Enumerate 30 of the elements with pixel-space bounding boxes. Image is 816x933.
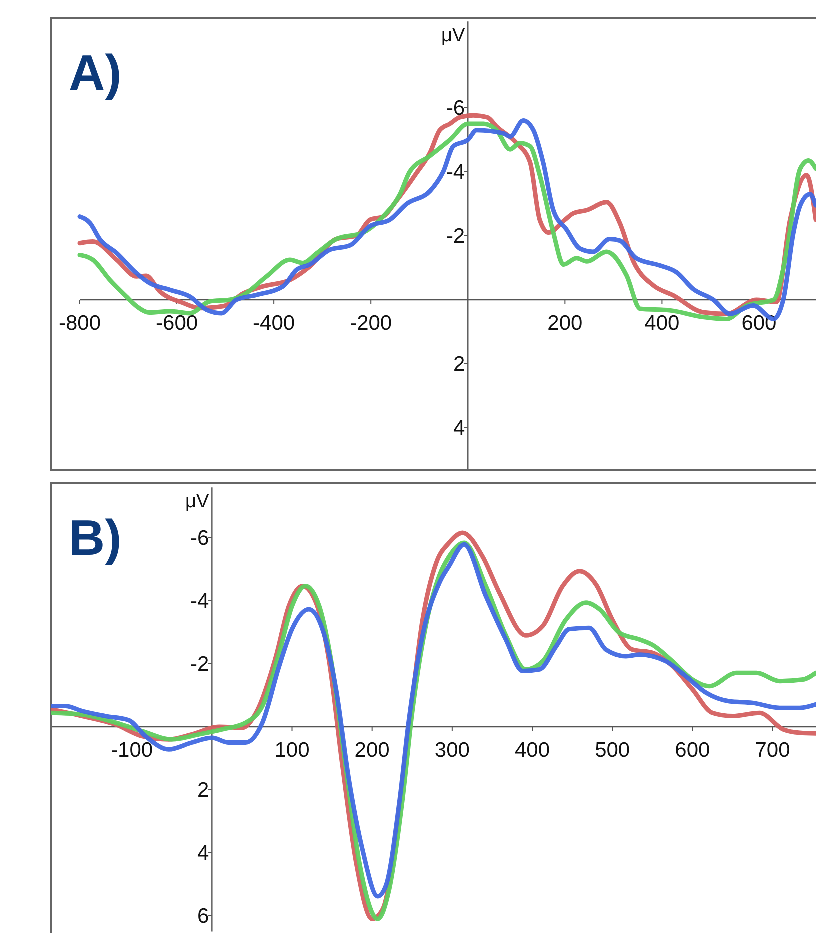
x-tick-label: 100: [274, 739, 310, 762]
x-tick-label: -200: [350, 312, 392, 335]
y-tick-label: -6: [190, 527, 210, 550]
y-tick-label: -4: [190, 590, 210, 613]
text: B): [69, 510, 122, 566]
x-tick-label: 300: [434, 739, 470, 762]
y-axis-title: μV: [442, 26, 466, 47]
x-tick-label: 400: [514, 739, 550, 762]
y-tick-label: -2: [446, 225, 466, 248]
x-tick-label: 200: [354, 739, 390, 762]
x-tick-label: -600: [156, 312, 198, 335]
x-tick-label: -100: [111, 739, 154, 762]
x-tick-label: 600: [742, 312, 777, 335]
y-tick-label: -4: [446, 161, 466, 184]
x-tick-label: -800: [58, 312, 102, 335]
x-tick-label: -400: [253, 312, 296, 335]
text: A): [69, 45, 122, 101]
x-tick-label: 200: [548, 312, 583, 335]
y-tick-label: 2: [453, 353, 466, 376]
y-axis-title: μV: [186, 492, 210, 513]
y-tick-label: 4: [453, 417, 466, 440]
y-tick-label: -6: [446, 97, 466, 120]
y-tick-label: -2: [190, 653, 210, 676]
y-tick-label: 4: [197, 842, 210, 865]
y-tick-label: 6: [197, 905, 210, 928]
x-tick-label: 600: [675, 739, 710, 762]
x-tick-label: 500: [595, 739, 630, 762]
y-tick-label: 2: [197, 779, 210, 802]
x-tick-label: 700: [755, 739, 790, 762]
x-tick-label: 400: [644, 312, 680, 335]
